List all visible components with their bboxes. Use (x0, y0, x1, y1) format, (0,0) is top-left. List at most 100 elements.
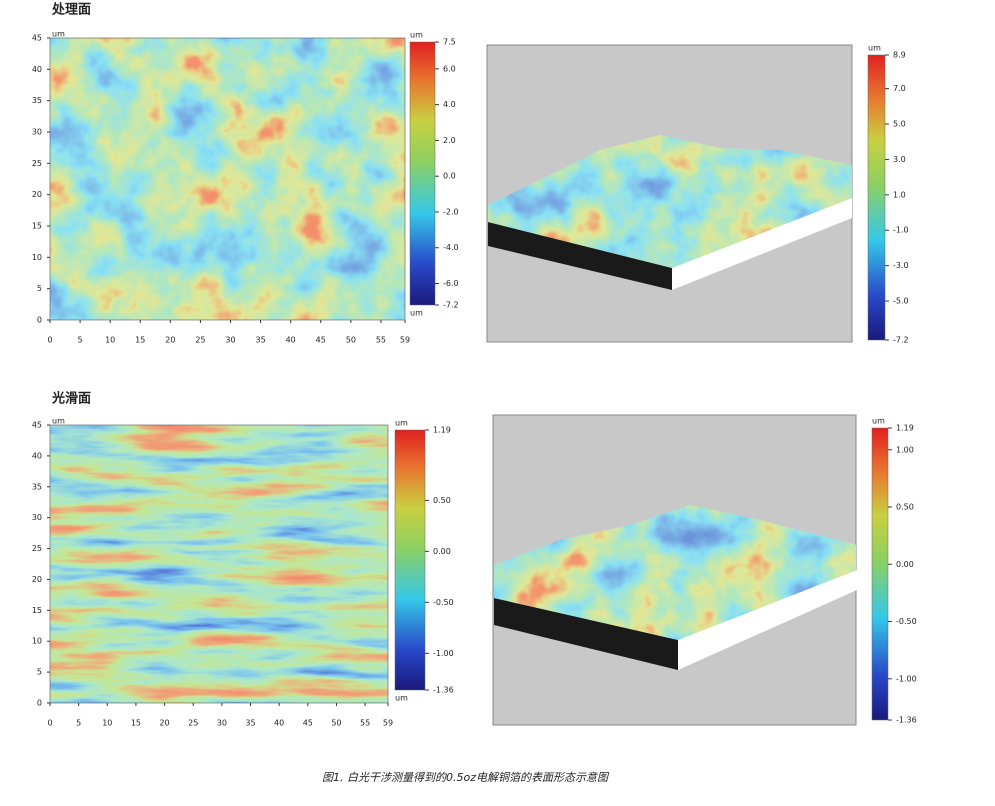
y-tick-label: 5 (37, 668, 42, 677)
colorbar-tick-label: 8.9 (893, 51, 906, 60)
y-tick-label: 0 (37, 699, 42, 708)
colorbar-tick-label: -3.0 (893, 261, 909, 270)
x-tick-label: 15 (131, 719, 141, 728)
y-tick-label: 40 (32, 65, 42, 74)
colorbar-tick-label: -1.00 (896, 674, 917, 683)
panel-title: 光滑面 (51, 391, 91, 407)
y-tick-label: 25 (32, 159, 42, 168)
y-tick-label: 35 (32, 96, 42, 105)
colorbar-tick-label: 7.0 (893, 84, 906, 93)
y-tick-label: 15 (32, 606, 42, 615)
x-tick-label: 20 (159, 719, 169, 728)
colorbar-tick-label: 1.0 (893, 190, 906, 199)
heatmap-image (50, 38, 405, 320)
x-tick-label: 25 (195, 336, 205, 345)
colorbar (867, 54, 886, 341)
x-tick-label: 45 (316, 336, 326, 345)
colorbar-tick-label: 1.19 (896, 424, 914, 433)
x-tick-label: 59 (400, 336, 410, 345)
colorbar-unit: um (395, 419, 408, 428)
x-tick-label: 40 (274, 719, 284, 728)
colorbar-tick-label: -0.50 (896, 617, 917, 626)
y-tick-label: 20 (32, 575, 42, 584)
colorbar-tick-label: 4.0 (443, 100, 456, 109)
y-axis-unit: um (52, 417, 65, 426)
colorbar-tick-label: 1.00 (896, 445, 914, 454)
colorbar (394, 429, 426, 691)
colorbar-unit: um (872, 417, 885, 426)
y-tick-label: 15 (32, 222, 42, 231)
y-tick-label: 30 (32, 513, 42, 522)
x-tick-label: 55 (360, 719, 370, 728)
colorbar-tick-label: 1.19 (433, 426, 451, 435)
x-tick-label: 5 (76, 719, 81, 728)
colorbar-tick-label: 3.0 (893, 155, 906, 164)
y-tick-label: 45 (32, 34, 42, 43)
plot-frame (49, 424, 389, 704)
colorbar-tick-label: -1.36 (433, 686, 454, 695)
x-tick-label: 55 (376, 336, 386, 345)
x-tick-label: 15 (135, 336, 145, 345)
y-tick-label: 20 (32, 190, 42, 199)
x-tick-label: 25 (188, 719, 198, 728)
x-tick-label: 30 (225, 336, 235, 345)
x-tick-label: 59 (383, 719, 393, 728)
colorbar-tick-label: 0.0 (443, 172, 456, 181)
colorbar-tick-label: 5.0 (893, 120, 906, 129)
heatmap-image (50, 425, 388, 703)
x-tick-label: 20 (165, 336, 175, 345)
colorbar (871, 427, 889, 721)
colorbar-tick-label: -7.2 (893, 336, 909, 345)
x-tick-label: 30 (217, 719, 227, 728)
y-tick-label: 10 (32, 253, 42, 262)
x-tick-label: 35 (255, 336, 265, 345)
colorbar-tick-label: -5.0 (893, 297, 909, 306)
colorbar-tick-label: -7.2 (443, 301, 459, 310)
x-tick-label: 35 (245, 719, 255, 728)
base-front (494, 598, 678, 670)
y-axis-unit: um (52, 30, 65, 39)
colorbar-unit: um (410, 309, 423, 318)
y-tick-label: 10 (32, 637, 42, 646)
x-tick-label: 5 (78, 336, 83, 345)
caption: 图1. 白光干涉测量得到的0.5oz电解铜箔的表面形态示意图 (322, 771, 610, 784)
panel-title: 处理面 (51, 2, 91, 18)
x-tick-label: 50 (331, 719, 341, 728)
colorbar (409, 41, 436, 306)
colorbar-tick-label: 2.0 (443, 136, 456, 145)
x-tick-label: 10 (105, 336, 115, 345)
x-tick-label: 0 (47, 719, 52, 728)
colorbar-unit: um (410, 31, 423, 40)
y-tick-label: 45 (32, 421, 42, 430)
colorbar-tick-label: -2.0 (443, 207, 459, 216)
colorbar-tick-label: -1.36 (896, 716, 917, 725)
colorbar-tick-label: -1.0 (893, 226, 909, 235)
base-front (488, 222, 672, 290)
colorbar-tick-label: -0.50 (433, 598, 454, 607)
colorbar-tick-label: 0.00 (433, 547, 451, 556)
colorbar-tick-label: -1.00 (433, 649, 454, 658)
colorbar-unit: um (395, 694, 408, 703)
colorbar-tick-label: 7.5 (443, 38, 456, 47)
colorbar-tick-label: 0.50 (896, 503, 914, 512)
base-side (672, 198, 852, 290)
y-tick-label: 30 (32, 128, 42, 137)
colorbar-tick-label: -4.0 (443, 243, 459, 252)
x-tick-label: 40 (286, 336, 296, 345)
y-tick-label: 5 (37, 284, 42, 293)
y-tick-label: 25 (32, 544, 42, 553)
y-tick-label: 35 (32, 482, 42, 491)
colorbar-unit: um (868, 44, 881, 53)
colorbar-tick-label: -6.0 (443, 279, 459, 288)
colorbar-tick-label: 0.00 (896, 560, 914, 569)
x-tick-label: 50 (346, 336, 356, 345)
plot-frame (49, 37, 406, 321)
y-tick-label: 40 (32, 451, 42, 460)
x-tick-label: 45 (303, 719, 313, 728)
colorbar-tick-label: 0.50 (433, 496, 451, 505)
y-tick-label: 0 (37, 316, 42, 325)
colorbar-tick-label: 6.0 (443, 64, 456, 73)
base-side (678, 570, 857, 670)
x-tick-label: 0 (47, 336, 52, 345)
